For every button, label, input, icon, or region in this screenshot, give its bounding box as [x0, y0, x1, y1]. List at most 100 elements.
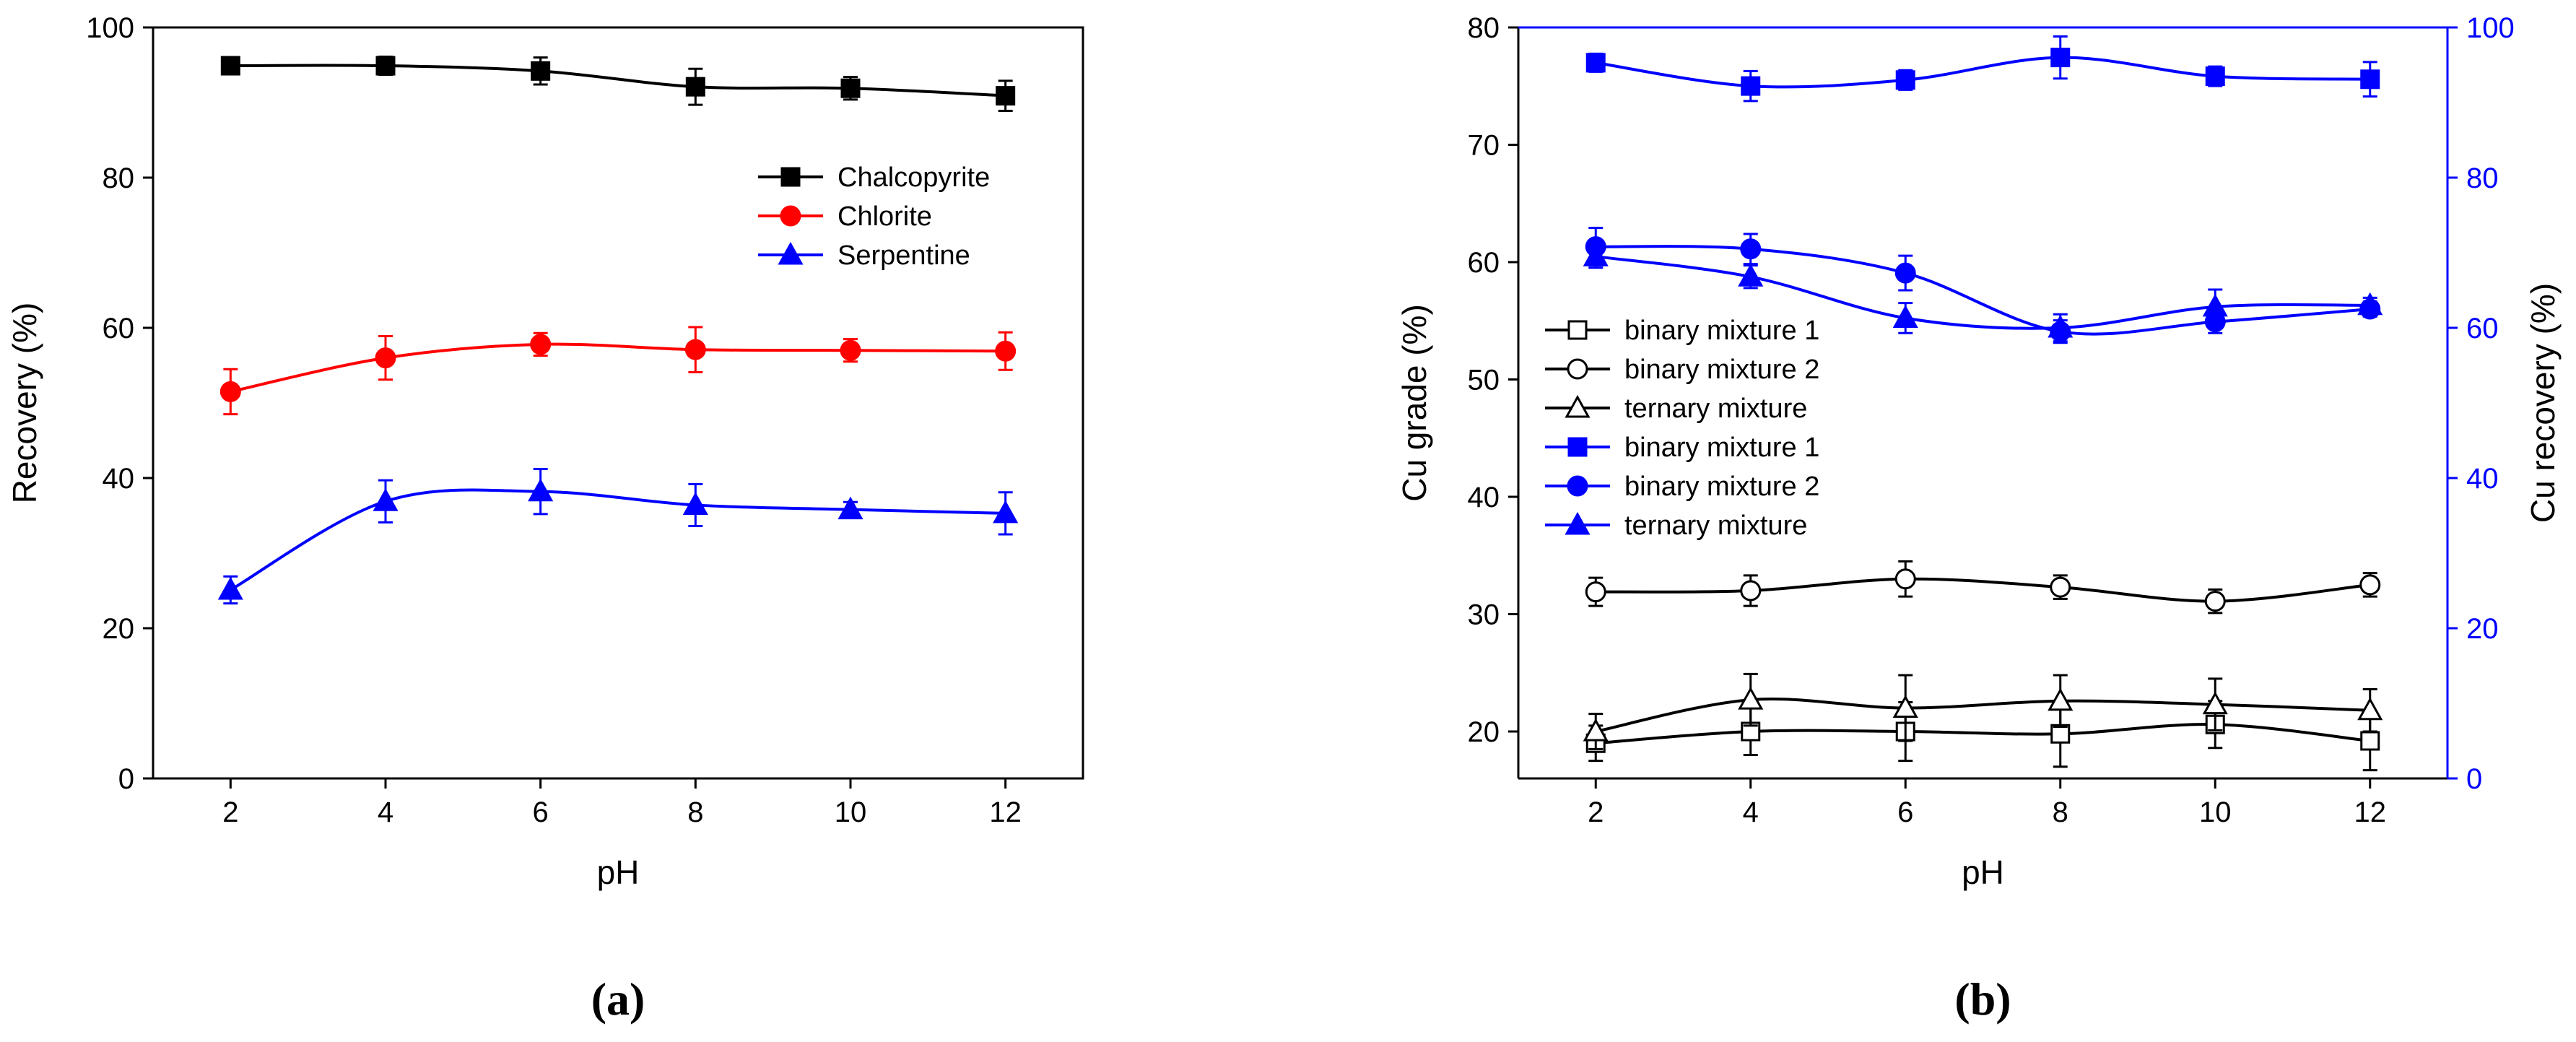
y-tick-label: 40	[103, 463, 135, 495]
y-axis-label: Cu grade (%)	[1396, 304, 1433, 502]
y-tick-label: 100	[86, 12, 134, 44]
data-point-chlorite-1	[530, 334, 552, 355]
legend-label-binary-mixture-2-left-1: binary mixture 2	[1624, 355, 1819, 385]
panel-a-chart: 2 4 6 8 10 12 0 20 40 60 80 100 pH Recovery (%) Chalco…	[6, 12, 1084, 1025]
y-tick-label: 0	[118, 763, 134, 795]
legend-marker-chalcopyrite-0	[780, 167, 801, 187]
data-point-binary-mixture-2-right-4	[1740, 238, 1762, 260]
y2-axis-label: Cu recovery (%)	[2524, 283, 2562, 523]
y2-tick-label: 0	[2466, 763, 2482, 795]
data-point-ternary-mixture-left-2	[2357, 697, 2383, 721]
data-point-chlorite-1	[840, 339, 861, 361]
y-tick-label: 50	[1468, 365, 1500, 396]
series-ternary-mixture-right-5	[1583, 243, 2383, 343]
legend-marker-binary-mixture-2-right-4	[1567, 475, 1588, 497]
y-tick-label: 80	[103, 162, 135, 194]
series-ternary-mixture-left-2	[1583, 672, 2383, 750]
data-point-binary-mixture-2-right-4	[1894, 262, 1916, 284]
y2-tick-label: 80	[2466, 162, 2499, 194]
data-point-chlorite-1	[375, 347, 396, 369]
legend-marker-chlorite-1	[780, 205, 801, 227]
y-tick-label: 20	[1468, 716, 1500, 748]
legend-marker-binary-mixture-2-left-1	[1567, 358, 1588, 380]
x-axis-label: pH	[1962, 854, 2004, 891]
legend-marker-binary-mixture-1-right-3	[1567, 437, 1588, 457]
data-point-binary-mixture-2-left-1	[2050, 576, 2071, 598]
data-point-binary-mixture-1-right-3	[1585, 53, 1606, 73]
y-tick-label: 40	[1468, 482, 1500, 513]
y-axis-label: Recovery (%)	[6, 303, 43, 504]
data-point-serpentine-2	[217, 576, 243, 600]
series-line-ternary-mixture-left-2	[1595, 698, 2370, 733]
data-point-chlorite-1	[995, 340, 1017, 362]
x-tick-label: 4	[378, 796, 393, 828]
data-point-ternary-mixture-right-5	[1892, 305, 1918, 328]
data-point-binary-mixture-1-right-3	[2360, 69, 2380, 90]
legend: binary mixture 1 binary mixture 2 ternary …	[1545, 316, 1819, 541]
y-tick-label: 20	[103, 613, 135, 645]
data-point-ternary-mixture-right-5	[2048, 314, 2074, 338]
data-point-chalcopyrite-0	[996, 86, 1016, 106]
data-point-binary-mixture-1-right-3	[2050, 48, 2071, 68]
data-point-chalcopyrite-0	[685, 77, 705, 97]
legend-marker-ternary-mixture-right-5	[1565, 511, 1591, 535]
series-line-chalcopyrite-0	[230, 64, 1006, 97]
data-point-binary-mixture-1-left-0	[2360, 731, 2380, 751]
data-point-chalcopyrite-0	[840, 78, 861, 98]
x-tick-label: 6	[533, 796, 549, 828]
legend-label-binary-mixture-1-left-0: binary mixture 1	[1624, 316, 1819, 346]
data-point-binary-mixture-2-left-1	[1740, 580, 1762, 602]
series-chlorite-1	[219, 326, 1017, 416]
data-point-ternary-mixture-left-2	[1892, 695, 1918, 718]
legend-label-binary-mixture-2-right-4: binary mixture 2	[1624, 472, 1819, 502]
x-tick-label: 10	[2199, 796, 2232, 828]
panel-label-b: (b)	[1954, 973, 2011, 1025]
data-point-serpentine-2	[682, 492, 708, 515]
series-serpentine-2	[217, 468, 1019, 605]
data-point-ternary-mixture-left-2	[2202, 691, 2228, 715]
x-tick-label: 2	[222, 796, 238, 828]
data-point-binary-mixture-2-left-1	[2204, 591, 2226, 612]
x-tick-label: 12	[2354, 796, 2387, 828]
y2-tick-label: 20	[2466, 613, 2499, 645]
panel-b-chart: 2 4 6 8 10 12 20 30 40 50 60 70 80 0 20 40 60 80 100 pH Cu g…	[1396, 12, 2562, 1025]
data-point-ternary-mixture-left-2	[1583, 718, 1609, 742]
series-binary-mixture-2-left-1	[1585, 560, 2381, 615]
data-point-ternary-mixture-right-5	[2202, 293, 2228, 317]
legend-marker-serpentine-2	[778, 241, 804, 265]
data-point-serpentine-2	[993, 500, 1019, 524]
y-tick-label: 80	[1468, 12, 1500, 44]
legend-label-ternary-mixture-right-5: ternary mixture	[1624, 511, 1807, 541]
series-binary-mixture-1-right-3	[1585, 35, 2380, 103]
data-point-ternary-mixture-left-2	[2048, 687, 2074, 711]
data-point-serpentine-2	[373, 488, 399, 511]
series-line-binary-mixture-2-left-1	[1596, 577, 2370, 603]
y2-tick-label: 100	[2466, 12, 2515, 44]
series-line-chlorite-1	[230, 342, 1006, 394]
y2-tick-label: 60	[2466, 313, 2499, 344]
data-point-chlorite-1	[684, 339, 706, 360]
x-tick-label: 2	[1588, 796, 1604, 828]
data-point-ternary-mixture-left-2	[1738, 687, 1764, 710]
x-axis-label: pH	[597, 854, 640, 891]
x-tick-label: 8	[2053, 796, 2068, 828]
legend-label-ternary-mixture-left-2: ternary mixture	[1624, 394, 1807, 424]
data-point-binary-mixture-1-right-3	[1741, 76, 1761, 96]
data-point-chalcopyrite-0	[220, 56, 240, 76]
data-point-binary-mixture-1-right-3	[1895, 70, 1915, 90]
x-tick-label: 12	[989, 796, 1022, 828]
y2-tick-label: 40	[2466, 463, 2499, 495]
x-tick-label: 10	[835, 796, 867, 828]
legend-marker-binary-mixture-1-left-0	[1567, 320, 1588, 340]
legend-marker-ternary-mixture-left-2	[1565, 394, 1591, 418]
x-tick-label: 6	[1897, 796, 1913, 828]
series-line-serpentine-2	[230, 488, 1006, 591]
plot-frame	[152, 26, 1084, 780]
legend: Chalcopyrite Chlorite Serpentine	[758, 162, 990, 271]
series-line-binary-mixture-1-right-3	[1595, 56, 2370, 89]
legend-label-chalcopyrite-0: Chalcopyrite	[837, 162, 990, 193]
data-point-ternary-mixture-right-5	[2357, 292, 2383, 316]
data-point-serpentine-2	[837, 496, 863, 520]
y-tick-label: 60	[103, 313, 135, 344]
